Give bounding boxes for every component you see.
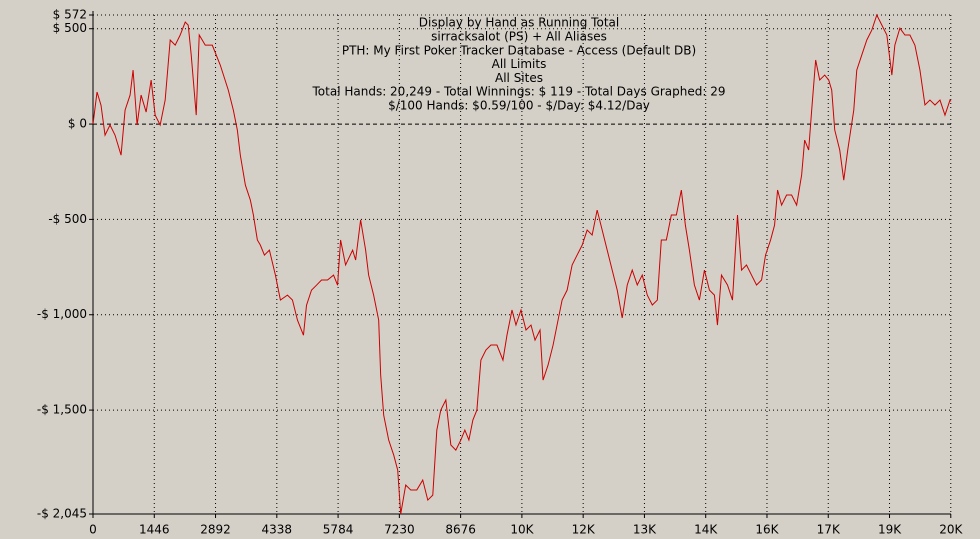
y-tick-label: -$ 2,045 [37, 507, 87, 521]
x-tick-label: 2892 [200, 523, 231, 537]
chart-subtitle: All Sites [495, 71, 543, 85]
x-tick-label: 13K [633, 523, 657, 537]
x-tick-label: 4338 [262, 523, 293, 537]
chart-subtitle: Total Hands: 20,249 - Total Winnings: $ … [312, 85, 726, 99]
x-tick-label: 8676 [445, 523, 476, 537]
x-tick-label: 12K [572, 523, 596, 537]
x-tick-label: 1446 [139, 523, 170, 537]
chart-subtitle: PTH: My First Poker Tracker Database - A… [342, 43, 696, 57]
y-tick-label: $ 500 [53, 21, 87, 35]
x-tick-label: 19K [878, 523, 902, 537]
y-tick-label: -$ 1,000 [37, 307, 87, 321]
y-tick-label: -$ 1,500 [37, 403, 87, 417]
x-tick-label: 16K [755, 523, 779, 537]
y-tick-label: $ 0 [68, 117, 87, 131]
chart-subtitle: All Limits [492, 57, 547, 71]
x-tick-label: 17K [817, 523, 841, 537]
x-tick-label: 20K [939, 523, 963, 537]
x-tick-label: 7230 [384, 523, 415, 537]
x-tick-label: 10K [510, 523, 534, 537]
chart-subtitle: $/100 Hands: $0.59/100 - $/Day: $4.12/Da… [388, 99, 650, 113]
x-tick-label: 0 [89, 523, 97, 537]
y-tick-label: -$ 500 [48, 212, 87, 226]
x-tick-label: 14K [694, 523, 718, 537]
y-tick-label: $ 572 [53, 8, 87, 22]
chart-subtitle: sirracksalot (PS) + All Aliases [431, 30, 607, 44]
data-line [92, 13, 952, 515]
x-tick-label: 5784 [323, 523, 354, 537]
chart-title: Display by Hand as Running Total [419, 16, 619, 30]
